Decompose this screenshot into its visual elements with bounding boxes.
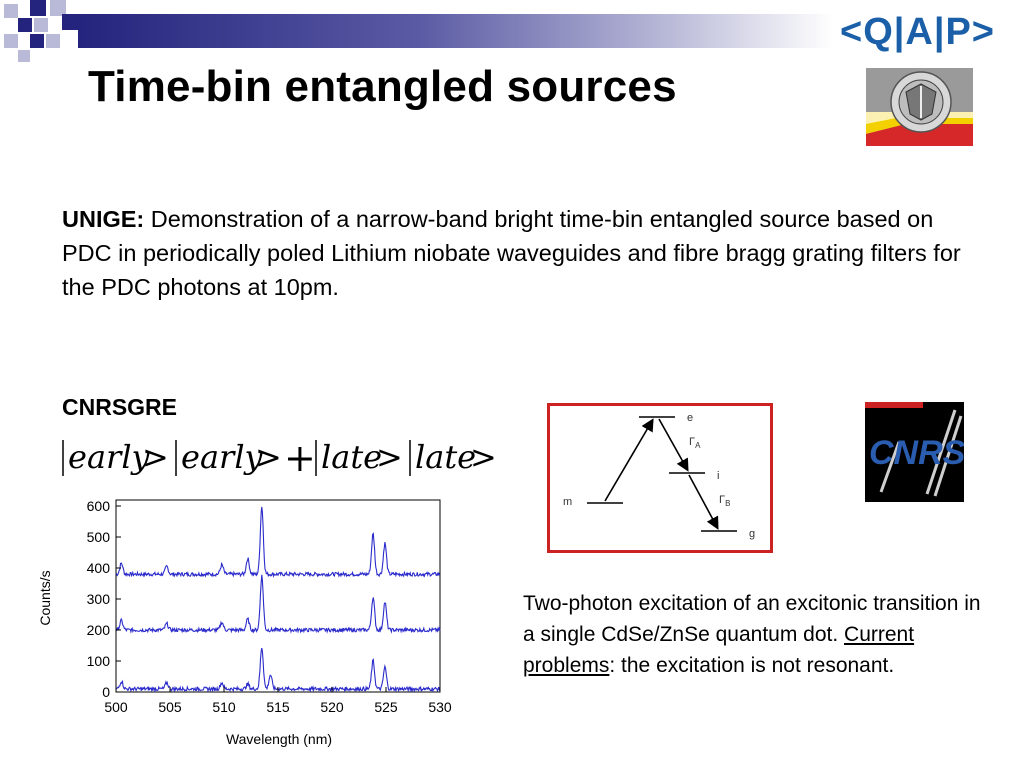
spectrum-chart: 500 505 510 515 520 525 530 0 100 200 300 400 500 600… <box>37 498 452 747</box>
y-tick-label: 100 <box>87 653 111 669</box>
y-tick-label: 400 <box>87 560 111 576</box>
y-tick-label: 600 <box>87 498 111 514</box>
level-i-label: i <box>717 470 719 482</box>
unige-description: Demonstration of a narrow-band bright ti… <box>62 206 961 300</box>
formula-term-1: early <box>68 438 151 476</box>
x-tick-label: 530 <box>428 699 452 715</box>
formula-term-3: late <box>321 438 382 476</box>
caption-part-2: : the excitation is not resonant. <box>609 654 895 677</box>
university-crest-icon <box>866 68 973 146</box>
chart-y-axis-label: Counts/s <box>37 570 53 625</box>
unige-label: UNIGE: <box>62 206 145 232</box>
x-tick-label: 515 <box>266 699 290 715</box>
unige-paragraph: UNIGE: Demonstration of a narrow-band br… <box>62 202 982 304</box>
formula-term-2: early <box>181 438 264 476</box>
x-tick-label: 525 <box>374 699 398 715</box>
chart-plot-frame <box>115 499 441 693</box>
qiap-logo: <Q|A|P> <box>840 11 995 53</box>
gamma-a-label: ΓA <box>689 436 701 450</box>
x-tick-label: 505 <box>158 699 182 715</box>
x-tick-label: 520 <box>320 699 344 715</box>
title-gradient-bar <box>78 14 834 48</box>
slide-title: Time-bin entangled sources <box>88 62 677 111</box>
svg-text:>: > <box>142 438 169 476</box>
svg-text:>: > <box>376 438 403 476</box>
caption-underlined: Current problems <box>523 623 915 677</box>
excitation-arrow <box>604 418 654 502</box>
figure-caption: Two-photon excitation of an excitonic tr… <box>523 588 983 681</box>
decay-arrow-a <box>658 418 689 472</box>
level-g-label: g <box>749 528 755 540</box>
svg-text:+: + <box>284 436 316 480</box>
spectrum-series-1 <box>115 506 441 579</box>
gamma-b-label: ΓB <box>719 494 730 508</box>
energy-level-diagram: e i g m ΓA ΓB <box>547 403 773 553</box>
cnrs-logo: CNRS <box>865 402 964 502</box>
corner-decoration <box>0 0 80 70</box>
formula-term-4: late <box>415 438 476 476</box>
y-tick-label: 200 <box>87 622 111 638</box>
level-e-label: e <box>687 412 693 424</box>
decay-arrow-b <box>688 474 719 530</box>
cnrs-logo-text: CNRS <box>869 434 964 472</box>
level-m-label: m <box>563 496 572 508</box>
y-tick-label: 0 <box>102 684 110 700</box>
cnrs-label: CNRSGRE <box>62 394 178 420</box>
x-tick-label: 510 <box>212 699 236 715</box>
svg-text:>: > <box>470 438 497 476</box>
svg-text:>: > <box>255 438 282 476</box>
qiap-logo-text: <Q|A|P> <box>840 11 995 53</box>
entangled-state-formula: early > early > + late > late > <box>62 436 497 480</box>
y-tick-label: 500 <box>87 529 111 545</box>
spectrum-series-3 <box>115 647 441 693</box>
caption-part-1: Two-photon excitation of an excitonic tr… <box>523 592 981 646</box>
spectrum-series-2 <box>115 574 441 634</box>
y-tick-label: 300 <box>87 591 111 607</box>
x-tick-label: 500 <box>104 699 128 715</box>
chart-x-axis-label: Wavelength (nm) <box>226 731 332 747</box>
